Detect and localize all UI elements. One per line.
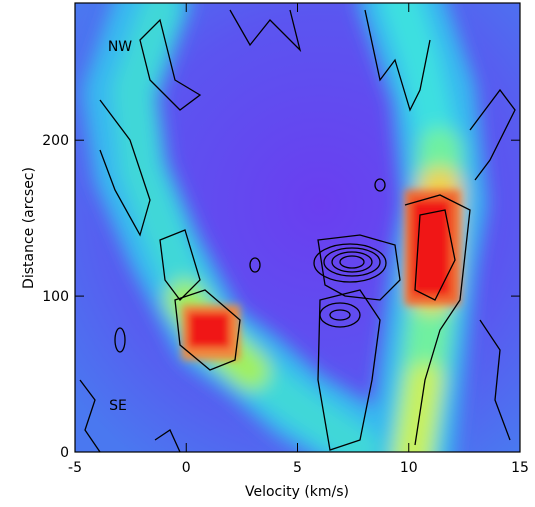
x-axis-label: Velocity (km/s): [245, 484, 349, 500]
x-tick-label: 15: [511, 460, 529, 476]
y-tick-label: 200: [42, 133, 69, 149]
annotation: NW: [108, 39, 132, 55]
x-tick-label: 10: [400, 460, 418, 476]
y-tick-label: 100: [42, 289, 69, 305]
y-axis-label: Distance (arcsec): [21, 167, 37, 289]
x-tick-label: -5: [68, 460, 82, 476]
x-tick-label: 0: [182, 460, 191, 476]
intensity-map: [75, 3, 520, 452]
annotation: SE: [109, 398, 127, 414]
contours: [79, 9, 516, 452]
x-tick-label: 5: [293, 460, 302, 476]
y-tick-label: 0: [60, 445, 69, 461]
